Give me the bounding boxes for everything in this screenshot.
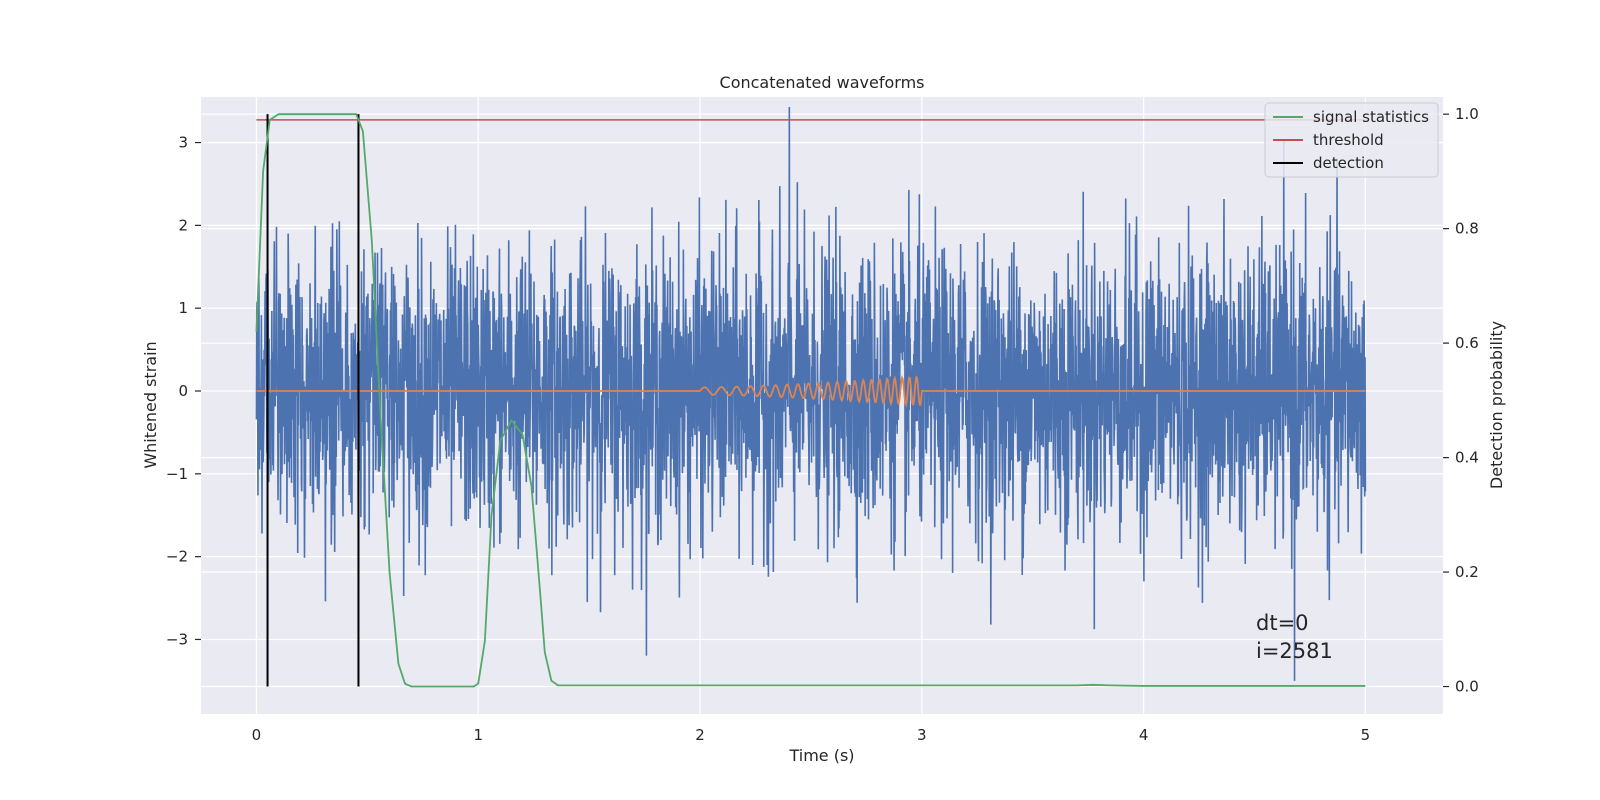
y-tick-label: 0 [178,382,188,400]
x-axis-label: Time (s) [788,746,854,765]
y-tick-label: 2 [178,216,188,234]
x-tick-label: 1 [473,726,483,744]
chart-title: Concatenated waveforms [720,73,925,92]
legend: signal statistics threshold detection [1264,102,1439,178]
annotation-i: i=2581 [1256,639,1333,663]
y2-tick-label: 0.6 [1455,334,1479,352]
chirp-waveform-line [256,374,1366,409]
x-tick-label: 0 [252,726,262,744]
x-tick-label: 5 [1361,726,1371,744]
x-tick-label: 2 [695,726,705,744]
y-tick-label: 3 [178,134,188,152]
legend-label: threshold [1313,131,1384,149]
y2-tick-label: 0.0 [1455,678,1479,696]
x-tick-label: 4 [1139,726,1149,744]
y-tick-label: −3 [166,630,188,648]
legend-label: signal statistics [1313,108,1429,126]
y-tick-label: 1 [178,299,188,317]
y2-axis-label: Detection probability [1487,321,1506,489]
signal-statistics-line [255,113,1366,688]
y2-tick-label: 0.8 [1455,220,1479,238]
ticks: 0 1 2 3 4 5 −3 −2 −1 0 1 2 3 0.0 0.2 0.4 0.6 0.8 1.0 [166,105,1479,744]
y2-tick-label: 0.2 [1455,563,1479,581]
y-tick-label: −1 [166,465,188,483]
annotation-dt: dt=0 [1256,611,1309,635]
y-tick-label: −2 [166,548,188,566]
y2-tick-label: 1.0 [1455,105,1479,123]
y2-tick-label: 0.4 [1455,449,1479,467]
x-tick-label: 3 [917,726,927,744]
legend-label: detection [1313,154,1384,172]
y-axis-label: Whitened strain [141,341,160,468]
strain-noise-line [255,106,1367,681]
data-layer [255,106,1367,688]
legend-box [1264,102,1439,178]
